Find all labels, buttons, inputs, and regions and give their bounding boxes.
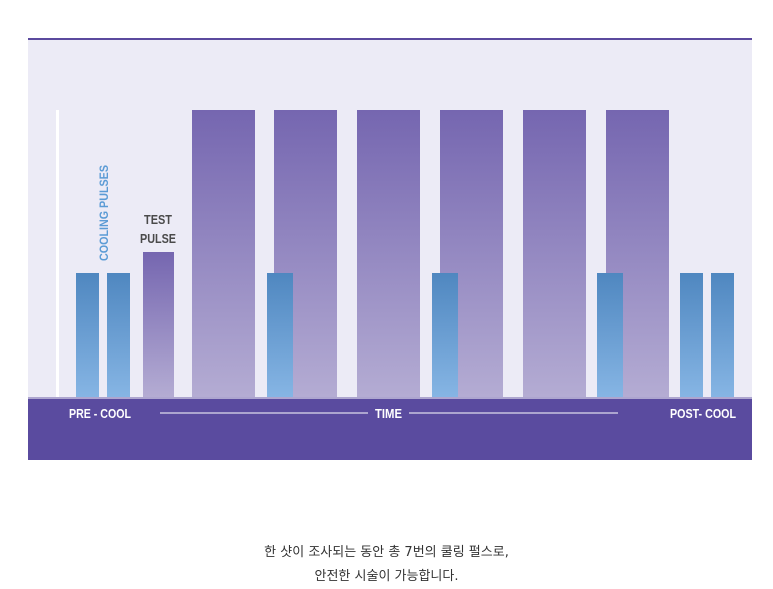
vertical-axis <box>56 110 59 398</box>
pulse-label: PULSE <box>140 231 176 246</box>
pre-cool-label: PRE - COOL <box>69 406 131 421</box>
test-pulse <box>143 252 174 397</box>
pulse-diagram: PRE - COOL TIME POST- COOL COOLING PULSE… <box>28 38 752 460</box>
caption-line-1: 한 샷이 조사되는 동안 총 7번의 쿨링 펄스로, <box>264 545 509 560</box>
laser-pulse-1 <box>192 110 255 397</box>
laser-pulse-5 <box>523 110 586 397</box>
cooling-pulse-4 <box>432 273 458 397</box>
cooling-pulses-label: COOLING PULSES <box>97 165 111 261</box>
cooling-pulse-5 <box>597 273 623 397</box>
baseline-highlight <box>28 397 752 399</box>
test-label: TEST <box>144 212 172 227</box>
post-cool-label: POST- COOL <box>670 406 736 421</box>
time-label: TIME <box>375 406 402 421</box>
cooling-pulse-7 <box>711 273 734 397</box>
cooling-pulse-1 <box>76 273 99 397</box>
laser-pulse-3 <box>357 110 420 397</box>
cooling-pulse-3 <box>267 273 293 397</box>
caption-line-2: 안전한 시술이 가능합니다. <box>314 569 459 584</box>
top-rule <box>28 38 752 40</box>
cooling-pulse-6 <box>680 273 703 397</box>
baseline-band <box>28 397 752 460</box>
cooling-pulse-2 <box>107 273 130 397</box>
